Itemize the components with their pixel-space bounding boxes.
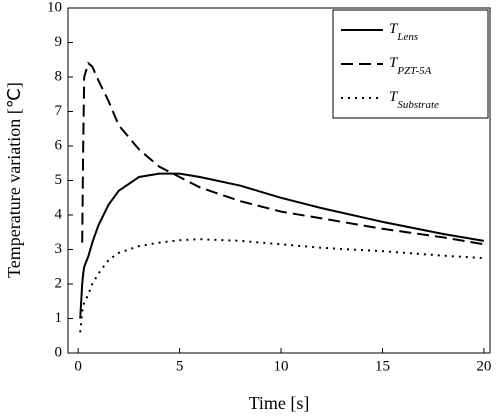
x-axis-label: Time [s]: [249, 393, 310, 413]
legend-subscript: PZT-5A: [396, 65, 431, 77]
x-tick-label: 5: [176, 358, 184, 374]
x-tick-label: 15: [375, 358, 390, 374]
legend-symbol: T: [389, 89, 399, 105]
legend-subscript: Substrate: [397, 99, 439, 111]
legend-symbol: T: [389, 21, 399, 37]
x-tick-label: 10: [274, 358, 289, 374]
y-tick-label: 9: [55, 34, 63, 50]
legend-symbol: T: [389, 55, 399, 71]
y-tick-label: 0: [55, 344, 63, 360]
legend-box: [332, 9, 489, 119]
y-tick-label: 5: [55, 172, 63, 188]
y-tick-label: 10: [47, 0, 62, 15]
series-line: [81, 61, 485, 246]
y-tick-label: 4: [55, 206, 63, 222]
y-tick-label: 7: [55, 103, 63, 119]
series-line: [79, 172, 485, 319]
y-tick-label: 3: [55, 241, 63, 257]
x-tick-label: 0: [74, 358, 82, 374]
legend-label: TSubstrate: [389, 89, 439, 110]
x-tick-label: 20: [476, 358, 491, 374]
y-tick-label: 6: [55, 137, 63, 153]
y-tick-label: 8: [55, 68, 63, 84]
y-tick-label: 1: [55, 310, 63, 326]
y-axis-label: Temperature variation [℃]: [4, 82, 24, 278]
y-tick-label: 2: [55, 275, 63, 291]
legend-label: TPZT-5A: [389, 55, 432, 76]
series-line: [79, 238, 484, 333]
legend-subscript: Lens: [396, 31, 418, 43]
legend-label: TLens: [389, 21, 418, 42]
